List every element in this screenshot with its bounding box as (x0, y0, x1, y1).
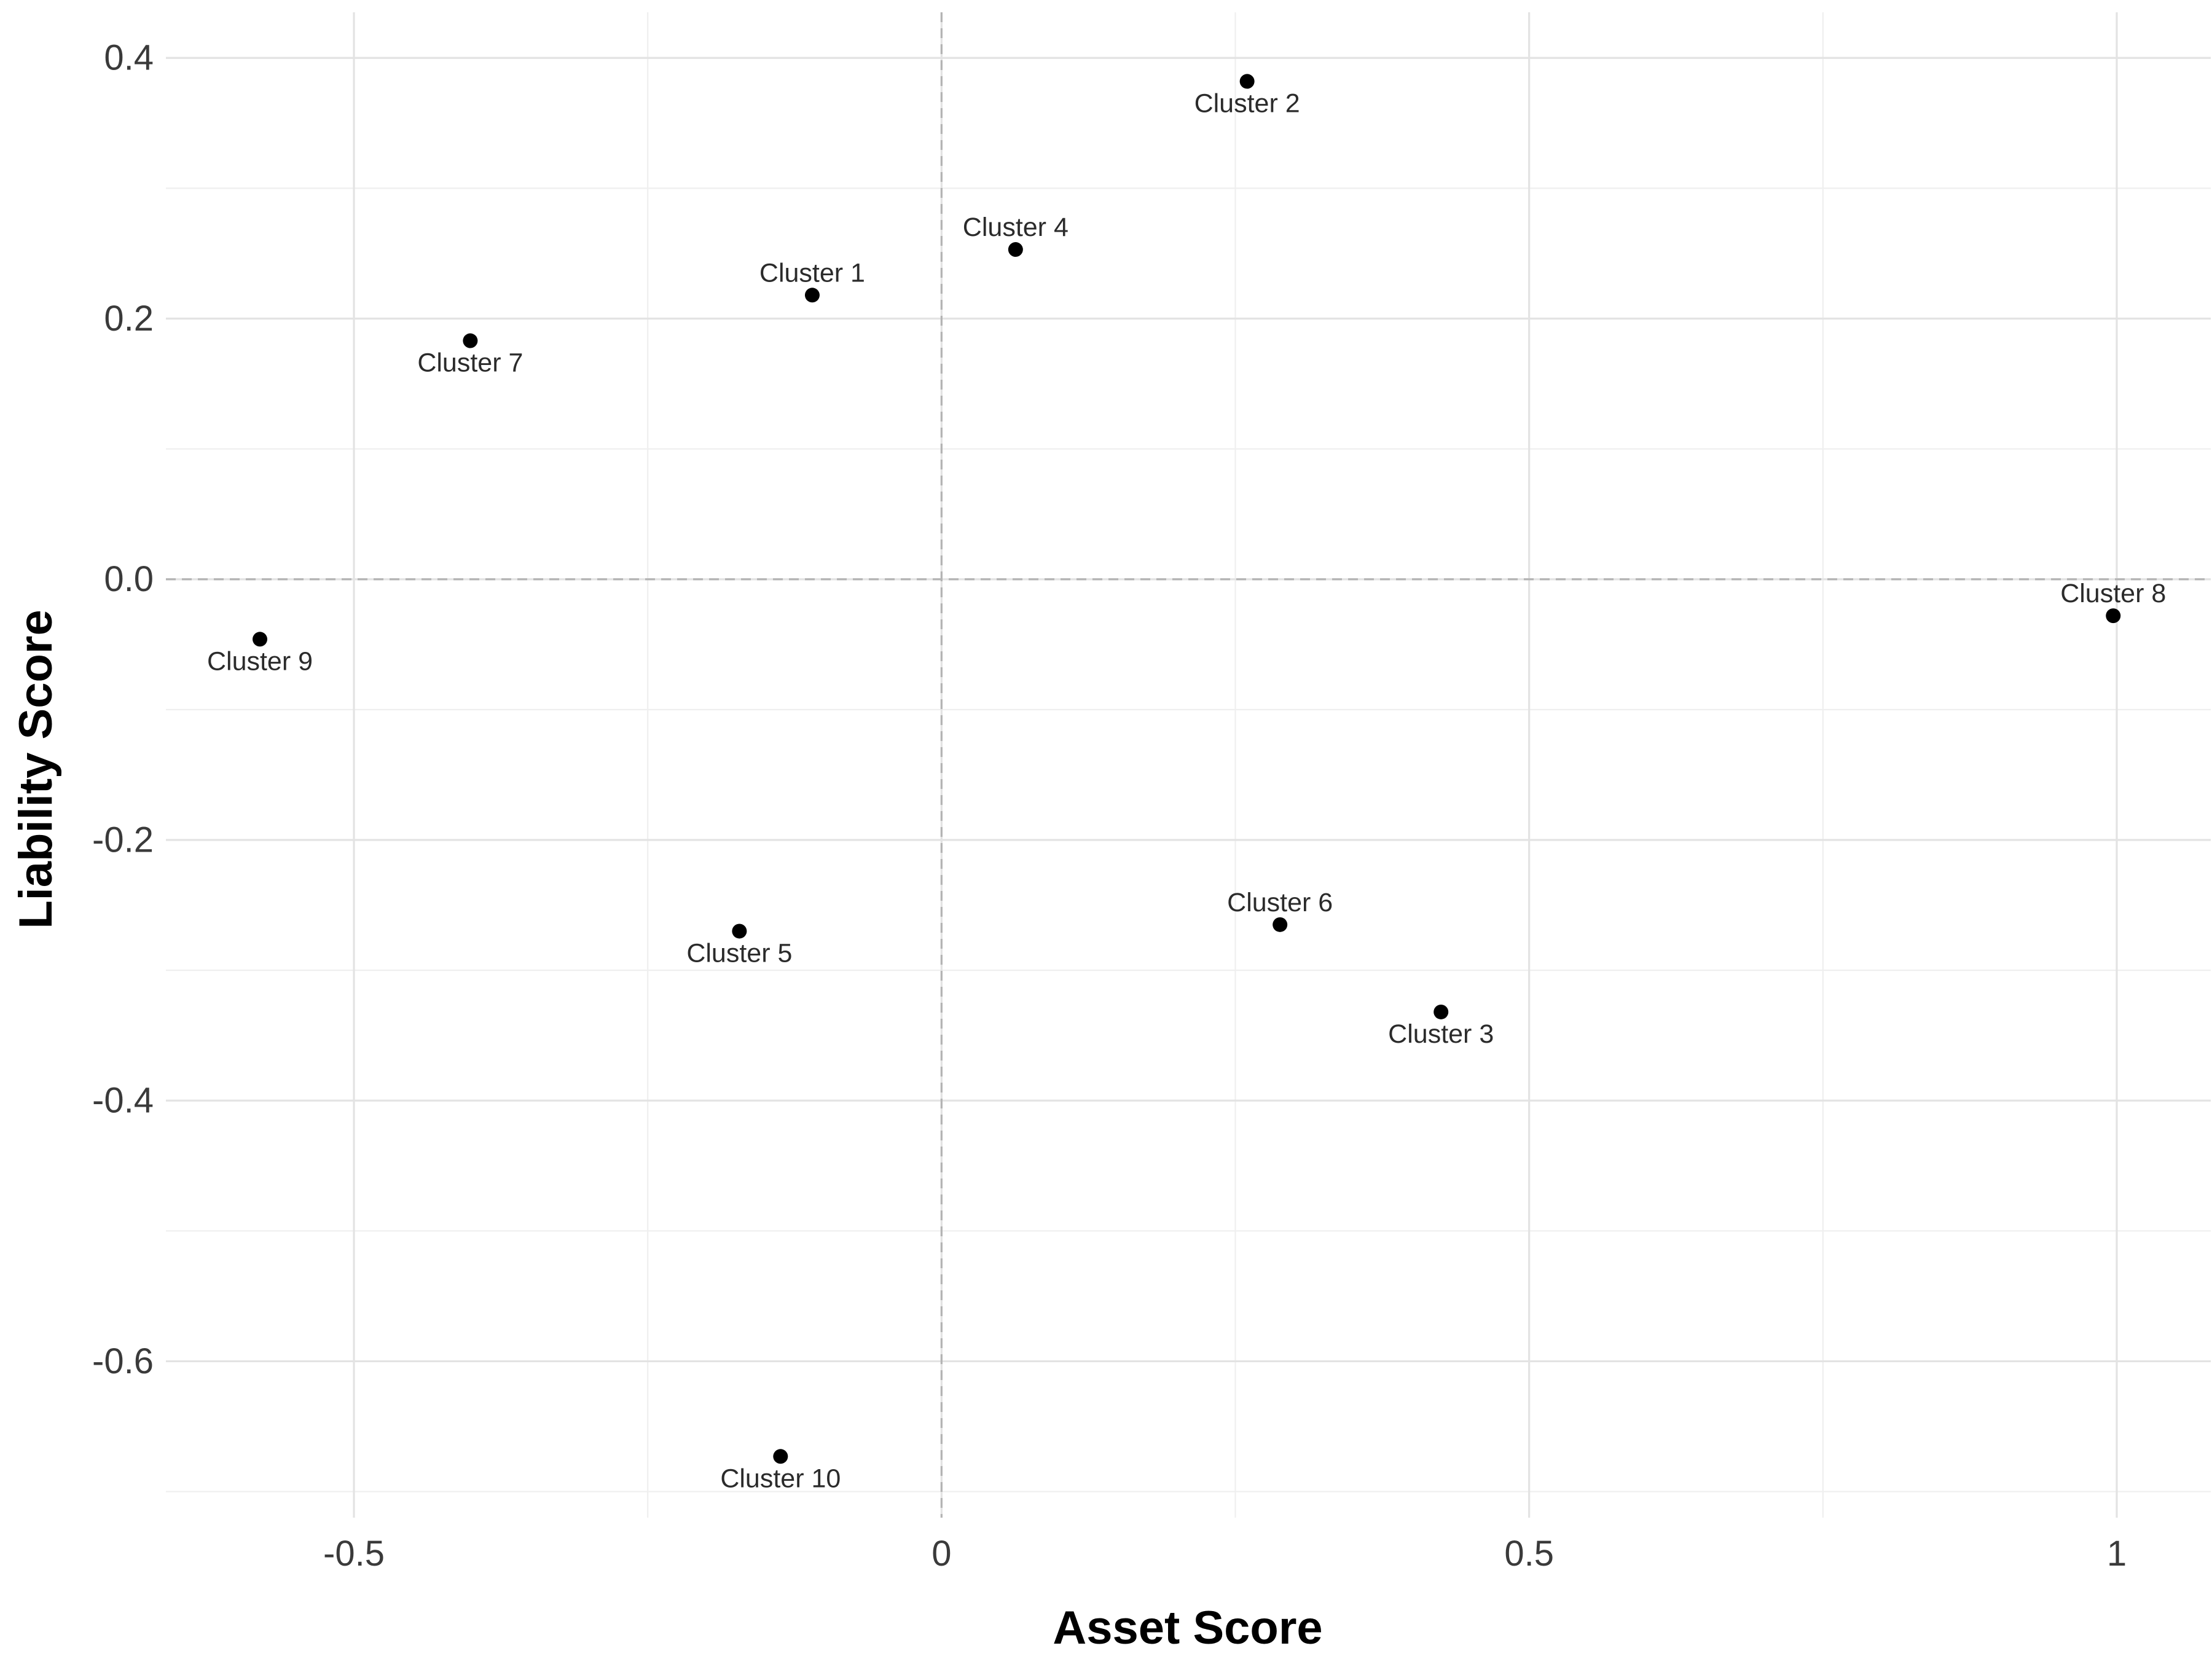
point-label: Cluster 8 (2060, 579, 2166, 608)
data-point (732, 924, 747, 939)
y-tick-label: -0.6 (92, 1341, 154, 1381)
y-tick-label: 0.0 (104, 559, 154, 599)
minor-gridlines (166, 12, 2211, 1518)
x-tick-label: 0.5 (1504, 1534, 1554, 1574)
point-label: Cluster 1 (759, 258, 865, 288)
point-label: Cluster 10 (720, 1464, 841, 1493)
point-label: Cluster 6 (1227, 888, 1333, 917)
point-labels: Cluster 1 Cluster 2 Cluster 3 Cluster 4 Clus… (207, 88, 2166, 1493)
tick-labels: -0.5 0 0.5 1 0.4 0.2 0.0 -0.2 -0.4 -0.6 (92, 38, 2127, 1574)
y-tick-label: 0.4 (104, 38, 154, 78)
data-point (1239, 74, 1255, 89)
x-tick-label: 1 (2107, 1534, 2127, 1574)
data-point (2106, 608, 2121, 624)
data-points (253, 74, 2121, 1464)
point-label: Cluster 5 (686, 938, 792, 968)
reference-lines (166, 12, 2211, 1518)
x-tick-label: 0 (931, 1534, 951, 1574)
y-tick-label: -0.2 (92, 820, 154, 860)
point-label: Cluster 4 (963, 213, 1069, 242)
x-tick-label: -0.5 (323, 1534, 385, 1574)
data-point (804, 288, 820, 303)
data-point (1433, 1004, 1449, 1019)
point-label: Cluster 7 (417, 348, 523, 378)
data-point (463, 333, 478, 348)
data-point (773, 1449, 788, 1464)
data-point (1008, 242, 1023, 257)
x-axis-title: Asset Score (1053, 1602, 1322, 1654)
major-gridlines (166, 12, 2211, 1518)
point-label: Cluster 9 (207, 646, 313, 676)
y-axis-title: Liability Score (10, 610, 62, 929)
point-label: Cluster 2 (1194, 88, 1300, 118)
y-tick-label: -0.4 (92, 1081, 154, 1121)
y-tick-label: 0.2 (104, 299, 154, 339)
data-point (253, 632, 268, 647)
data-point (1273, 917, 1288, 932)
point-label: Cluster 3 (1388, 1019, 1494, 1049)
